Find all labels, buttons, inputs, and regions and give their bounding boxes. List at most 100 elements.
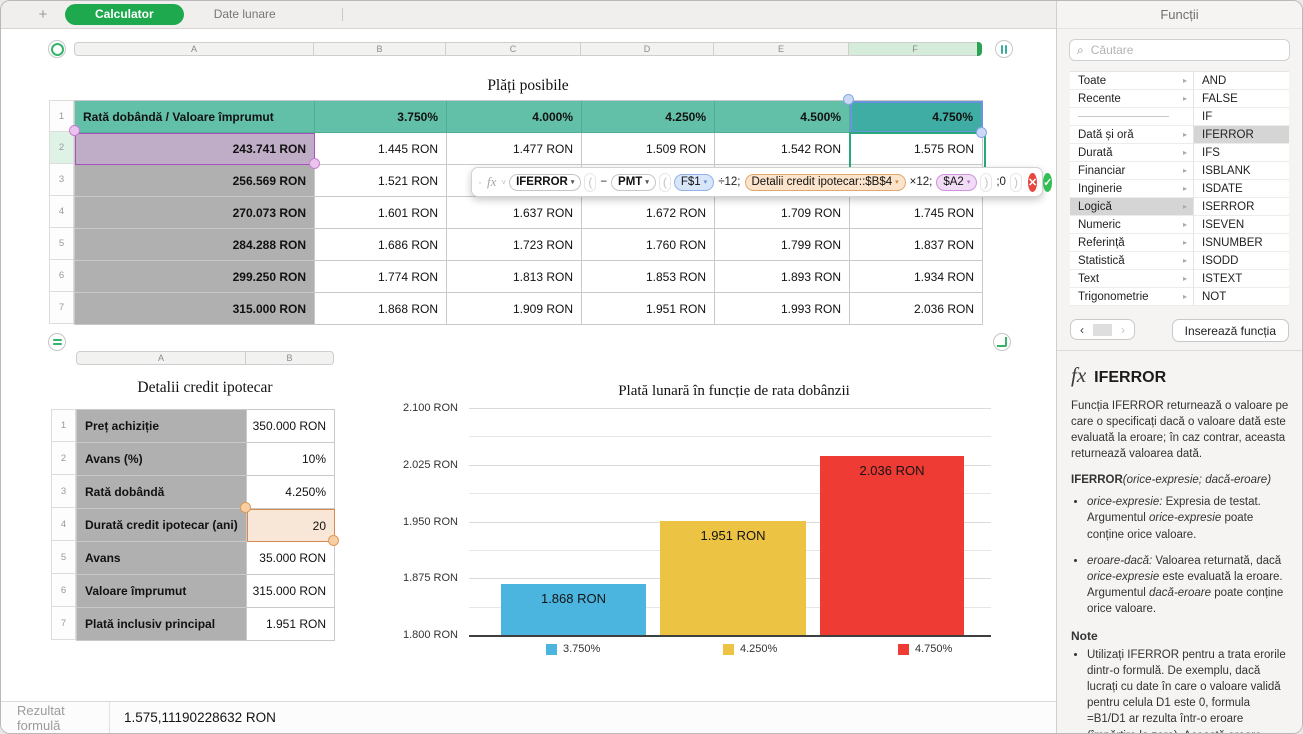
cell[interactable]: 1.723 RON — [447, 229, 582, 261]
column-header-B[interactable]: B — [246, 351, 334, 365]
bar-3.750%[interactable] — [501, 583, 646, 635]
row-number[interactable]: 5 — [51, 541, 76, 574]
formula-token[interactable]: Detalii credit ipotecar::$B$4 ▾ — [744, 173, 906, 191]
category-referin-[interactable]: Referință ▸ — [1070, 234, 1193, 252]
function-false[interactable]: FALSE — [1194, 90, 1289, 108]
cell[interactable]: Valoare împrumut — [77, 575, 247, 608]
formula-token[interactable]: $A2 ▾ — [936, 173, 978, 191]
tab-calculator[interactable]: Calculator — [65, 4, 184, 25]
function-and[interactable]: AND — [1194, 72, 1289, 90]
row-number[interactable]: 6 — [49, 260, 74, 292]
row-number[interactable]: 4 — [51, 508, 76, 541]
cell[interactable]: 2.036 RON — [850, 293, 983, 325]
column-header-B[interactable]: B — [314, 42, 446, 56]
category-dat-i-or-[interactable]: Dată și oră ▸ — [1070, 126, 1193, 144]
cell[interactable]: Rată dobândă — [77, 476, 247, 509]
selection-handle[interactable] — [309, 158, 320, 169]
cell[interactable]: 1.445 RON — [315, 133, 447, 165]
function-isodd[interactable]: ISODD — [1194, 252, 1289, 270]
function-iferror[interactable]: IFERROR — [1194, 126, 1289, 144]
function-isnumber[interactable]: ISNUMBER — [1194, 234, 1289, 252]
category-inginerie[interactable]: Inginerie ▸ — [1070, 180, 1193, 198]
function-search[interactable]: ⌕ — [1069, 39, 1290, 61]
table1-handle-icon[interactable] — [48, 40, 66, 58]
cell[interactable]: 1.934 RON — [850, 261, 983, 293]
row-number[interactable]: 3 — [49, 164, 74, 196]
category-text[interactable]: Text ▸ — [1070, 270, 1193, 288]
cell[interactable]: 1.745 RON — [850, 197, 983, 229]
cell[interactable]: Plată inclusiv principal — [77, 608, 247, 641]
table1-resize-corner-icon[interactable] — [993, 333, 1011, 351]
formula-token[interactable]: F$1 ▾ — [673, 173, 715, 191]
add-sheet-icon[interactable]: + — [38, 6, 48, 23]
cell[interactable]: 4.250% — [582, 101, 715, 133]
tab-date-lunare[interactable]: Date lunare — [213, 7, 276, 21]
cell[interactable]: 10% — [247, 443, 335, 476]
column-header-A[interactable]: A — [74, 42, 314, 56]
selection-handle[interactable] — [843, 94, 854, 105]
function-isblank[interactable]: ISBLANK — [1194, 162, 1289, 180]
cell[interactable]: 1.521 RON — [315, 165, 447, 197]
column-header-F[interactable]: F — [849, 42, 982, 56]
column-actions-icon[interactable] — [995, 40, 1013, 58]
cell[interactable]: 4.500% — [715, 101, 850, 133]
category-statistic-[interactable]: Statistică ▸ — [1070, 252, 1193, 270]
cell[interactable]: 20 — [247, 509, 335, 542]
selection-handle[interactable] — [69, 125, 80, 136]
row-number[interactable]: 1 — [49, 100, 74, 132]
function-ifs[interactable]: IFS — [1194, 144, 1289, 162]
function-not[interactable]: NOT — [1194, 288, 1289, 306]
bar-4.250%[interactable] — [660, 520, 806, 635]
category-trigonometrie[interactable]: Trigonometrie ▸ — [1070, 288, 1193, 306]
cell[interactable]: 1.637 RON — [447, 197, 582, 229]
selection-handle[interactable] — [240, 502, 251, 513]
row-number[interactable]: 6 — [51, 574, 76, 607]
cancel-formula-button[interactable]: ✕ — [1027, 172, 1038, 192]
cell[interactable]: 1.686 RON — [315, 229, 447, 261]
category-financiar[interactable]: Financiar ▸ — [1070, 162, 1193, 180]
search-input[interactable] — [1088, 42, 1282, 58]
formula-token[interactable]: IFERROR ▾ — [509, 173, 582, 191]
cell[interactable]: Rată dobândă / Valoare împrumut — [75, 101, 315, 133]
cell[interactable]: 1.760 RON — [582, 229, 715, 261]
cell[interactable]: Avans — [77, 542, 247, 575]
row-number[interactable]: 3 — [51, 475, 76, 508]
cell[interactable]: 35.000 RON — [247, 542, 335, 575]
row-number[interactable]: 7 — [49, 292, 74, 324]
cell[interactable]: 1.951 RON — [582, 293, 715, 325]
cell[interactable]: 1.837 RON — [850, 229, 983, 261]
cell[interactable]: 1.601 RON — [315, 197, 447, 229]
column-header-A[interactable]: A — [76, 351, 246, 365]
bar-4.750%[interactable] — [820, 456, 964, 635]
cell[interactable]: 315.000 RON — [75, 293, 315, 325]
cell[interactable]: 243.741 RON — [75, 133, 315, 165]
cell[interactable]: 1.509 RON — [582, 133, 715, 165]
column-header-C[interactable]: C — [446, 42, 581, 56]
row-number[interactable]: 2 — [51, 442, 76, 475]
cell[interactable]: 1.868 RON — [315, 293, 447, 325]
row-number[interactable]: 7 — [51, 607, 76, 640]
formula-editor[interactable]: · fx ˅ IFERROR ▾(− PMT ▾(F$1 ▾ ÷12; Detalii cr… — [471, 167, 1053, 197]
row-number[interactable]: 1 — [51, 409, 76, 442]
cell[interactable]: 1.993 RON — [715, 293, 850, 325]
row-number[interactable]: 5 — [49, 228, 74, 260]
cell[interactable]: 4.250% — [247, 476, 335, 509]
cell[interactable]: 3.750% — [315, 101, 447, 133]
cell[interactable]: 1.575 RON — [850, 133, 983, 165]
function-iseven[interactable]: ISEVEN — [1194, 216, 1289, 234]
cell[interactable]: 4.750% — [850, 101, 983, 133]
category-recente[interactable]: Recente ▸ — [1070, 90, 1193, 108]
column-header-D[interactable]: D — [581, 42, 714, 56]
cell[interactable]: Durată credit ipotecar (ani) — [77, 509, 247, 542]
accept-formula-button[interactable]: ✓ — [1043, 172, 1053, 192]
cell[interactable]: 1.951 RON — [247, 608, 335, 641]
insert-function-button[interactable]: Inserează funcția — [1171, 319, 1289, 342]
category-durat-[interactable]: Durată ▸ — [1070, 144, 1193, 162]
cell[interactable]: 1.893 RON — [715, 261, 850, 293]
cell[interactable]: 1.672 RON — [582, 197, 715, 229]
cell[interactable]: 1.774 RON — [315, 261, 447, 293]
cell[interactable]: 1.709 RON — [715, 197, 850, 229]
cell[interactable]: 1.799 RON — [715, 229, 850, 261]
